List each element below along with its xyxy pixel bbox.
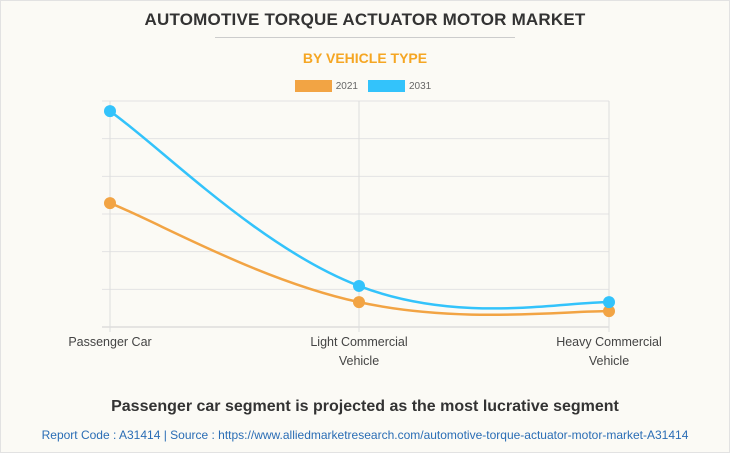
chart-subtitle: BY VEHICLE TYPE [302,50,428,66]
chart-title: AUTOMOTIVE TORQUE ACTUATOR MOTOR MARKET [144,10,586,29]
data-point-2031-1[interactable] [353,279,365,292]
legend-label-2021: 2021 [335,80,358,92]
legend: 2021 2031 [0,80,730,92]
x-axis-labels: Passenger Car Light Commercial Vehicle Heav… [68,335,661,368]
x-tick-label: Vehicle [589,354,629,368]
chart-caption: Passenger car segment is projected as th… [111,398,619,415]
legend-item-2031[interactable]: 2031 [368,80,431,92]
data-point-2021-1[interactable] [353,296,365,309]
data-point-2021-2[interactable] [603,305,615,318]
x-tick-label: Passenger Car [68,335,151,349]
source-line[interactable]: Report Code : A31414 | Source : https://… [41,428,689,442]
series-points [104,105,615,318]
legend-swatch-2031 [368,80,405,92]
data-point-2021-0[interactable] [104,197,116,210]
title-divider [215,37,515,38]
data-point-2031-2[interactable] [603,296,615,309]
x-tick-label: Vehicle [339,354,379,368]
data-point-2031-0[interactable] [104,105,116,118]
legend-label-2031: 2031 [409,80,432,92]
x-tick-label: Heavy Commercial [556,335,662,349]
legend-swatch-2021 [294,80,332,92]
x-tick-label: Light Commercial [310,335,407,349]
legend-item-2021[interactable]: 2021 [294,80,358,92]
